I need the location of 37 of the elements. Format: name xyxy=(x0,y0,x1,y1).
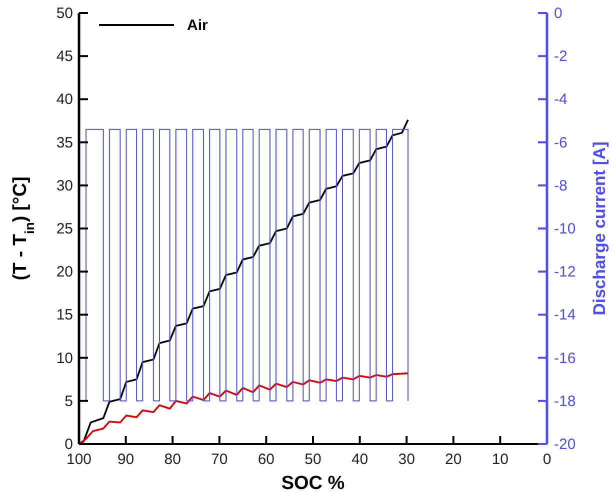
x-tick-label: 70 xyxy=(211,451,228,468)
legend-label: Air xyxy=(187,17,208,34)
x-tick-label: 0 xyxy=(542,451,552,468)
y2-tick-label: -6 xyxy=(554,134,568,152)
y-tick-label: 35 xyxy=(56,134,73,152)
y-tick-label: 30 xyxy=(56,177,73,194)
x-axis-title: SOC % xyxy=(281,473,345,494)
y-tick-label: 40 xyxy=(56,91,73,108)
y2-tick-label: -8 xyxy=(554,177,568,194)
x-tick-label: 50 xyxy=(304,451,322,468)
y-tick-label: 45 xyxy=(56,48,73,66)
y2-tick-label: -10 xyxy=(554,220,576,238)
y-tick-label: 15 xyxy=(56,306,73,324)
y-tick-label: 25 xyxy=(56,220,73,238)
y2-tick-label: 0 xyxy=(554,5,562,22)
y2-tick-label: -12 xyxy=(554,264,576,281)
y-tick-label: 50 xyxy=(56,5,73,22)
x-tick-label: 40 xyxy=(351,451,368,468)
y2-tick-label: -20 xyxy=(554,436,576,453)
y2-tick-label: -4 xyxy=(554,91,568,108)
y-tick-label: 10 xyxy=(56,350,73,367)
y-tick-label: 20 xyxy=(56,264,73,281)
y2-tick-label: -18 xyxy=(554,392,576,410)
y-tick-label: 5 xyxy=(64,392,73,410)
x-tick-label: 100 xyxy=(66,451,92,468)
y-tick-label: 0 xyxy=(64,436,73,453)
x-tick-label: 80 xyxy=(164,451,181,468)
x-tick-label: 30 xyxy=(398,451,415,468)
line-series xyxy=(78,372,409,445)
x-tick-label: 90 xyxy=(117,451,134,468)
x-tick-label: 60 xyxy=(258,451,275,468)
y2-tick-label: -14 xyxy=(554,306,576,324)
x-tick-label: 10 xyxy=(492,451,509,468)
x-tick-label: 20 xyxy=(445,451,462,468)
y2-axis-title: Discharge current [A] xyxy=(590,142,609,316)
y2-tick-label: -2 xyxy=(554,48,568,66)
y2-tick-label: -16 xyxy=(554,350,576,367)
